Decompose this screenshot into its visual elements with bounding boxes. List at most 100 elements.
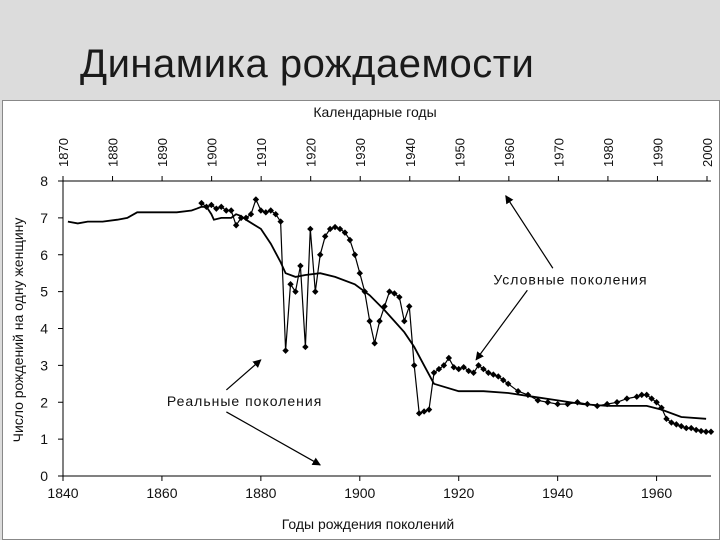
y-tick-label: 7 (40, 210, 48, 226)
top-tick-label: 1940 (403, 138, 418, 167)
data-point (312, 288, 319, 295)
data-point (386, 288, 393, 295)
data-point (242, 214, 250, 222)
data-point (524, 391, 532, 399)
annotation-arrow (226, 411, 321, 466)
data-point (227, 207, 235, 214)
data-point (341, 229, 349, 236)
top-tick-label: 1990 (650, 138, 665, 167)
data-point (490, 371, 497, 378)
data-point (292, 288, 299, 295)
data-point (391, 290, 398, 297)
top-tick-label: 1970 (551, 138, 566, 167)
top-tick-label: 1980 (601, 138, 616, 167)
annotation-label: Условные поколения (493, 271, 647, 287)
data-point (440, 362, 448, 369)
x-tick-label: 1940 (542, 485, 573, 501)
top-tick-label: 1880 (106, 138, 121, 167)
data-point (465, 367, 472, 375)
data-point (653, 399, 660, 406)
data-point (500, 376, 507, 384)
data-point (346, 236, 354, 244)
top-tick-label: 1960 (502, 138, 517, 167)
data-point (282, 347, 289, 354)
data-point (504, 380, 512, 388)
annotation-arrow (505, 195, 554, 269)
annotation-arrow (475, 289, 528, 361)
data-point (683, 424, 690, 432)
top-tick-label: 1900 (205, 138, 220, 167)
data-point (208, 201, 215, 209)
data-point (317, 251, 324, 258)
data-point (658, 404, 665, 411)
x-tick-label: 1960 (641, 485, 672, 501)
top-tick-label: 1910 (254, 138, 269, 167)
data-point (480, 365, 487, 373)
data-point (435, 365, 443, 373)
data-point (381, 303, 388, 310)
data-point (554, 400, 561, 408)
data-point (376, 317, 383, 325)
data-point (445, 354, 453, 362)
data-point (455, 365, 462, 373)
y-tick-label: 8 (40, 173, 48, 189)
y-tick-label: 1 (40, 431, 48, 447)
top-tick-label: 1870 (56, 138, 71, 167)
data-point (534, 397, 542, 404)
top-tick-label: 1950 (452, 138, 467, 167)
data-point (321, 233, 329, 240)
data-point (584, 400, 591, 408)
top-axis-label: Календарные годы (313, 104, 436, 120)
top-tick-label: 1920 (304, 138, 319, 167)
data-point (574, 399, 581, 406)
data-point (460, 364, 467, 371)
x-tick-label: 1840 (47, 485, 78, 501)
y-tick-label: 3 (40, 357, 48, 373)
top-tick-label: 1890 (155, 138, 170, 167)
data-point (450, 364, 457, 371)
data-point (411, 362, 418, 369)
data-point (287, 281, 294, 288)
data-point (247, 210, 255, 218)
data-point (638, 391, 645, 399)
x-axis-label: Годы рождения поколений (282, 516, 454, 532)
data-point (475, 362, 482, 369)
data-point (425, 406, 433, 413)
data-point (594, 402, 601, 410)
data-point (237, 214, 245, 222)
x-tick-label: 1900 (344, 485, 375, 501)
y-tick-label: 0 (40, 468, 48, 484)
data-point (401, 317, 408, 325)
x-tick-label: 1860 (146, 485, 177, 501)
data-point (603, 400, 611, 408)
data-point (371, 340, 378, 347)
data-point (361, 288, 368, 295)
data-point (648, 395, 655, 402)
data-point (430, 369, 438, 376)
data-point (673, 421, 680, 428)
data-point (643, 391, 650, 399)
top-tick-label: 1930 (353, 138, 368, 167)
data-point (485, 369, 492, 376)
data-point (302, 343, 309, 351)
x-tick-label: 1920 (443, 485, 474, 501)
x-tick-label: 1880 (245, 485, 276, 501)
y-tick-label: 6 (40, 247, 48, 263)
data-point (366, 317, 373, 325)
data-point (420, 408, 428, 415)
data-point (623, 395, 631, 402)
data-point (613, 399, 621, 406)
data-point (297, 262, 304, 270)
data-point (564, 400, 571, 408)
data-point (663, 415, 670, 423)
data-point (544, 399, 551, 406)
y-axis-label: Число рождений на одну женщину (10, 218, 26, 443)
data-point (707, 428, 715, 435)
chart-frame: 1840 1860 1880 1900 1920 1940 1960 0 1 2 3 4 5 6 7 8 187… (2, 100, 720, 540)
slide-title: Динамика рождаемости (80, 42, 535, 86)
annotation-arrow (225, 359, 262, 391)
data-point (198, 199, 205, 207)
fertility-chart: 1840 1860 1880 1900 1920 1940 1960 0 1 2 3 4 5 6 7 8 187… (10, 104, 715, 532)
y-tick-label: 2 (40, 394, 48, 410)
data-point (702, 428, 710, 435)
